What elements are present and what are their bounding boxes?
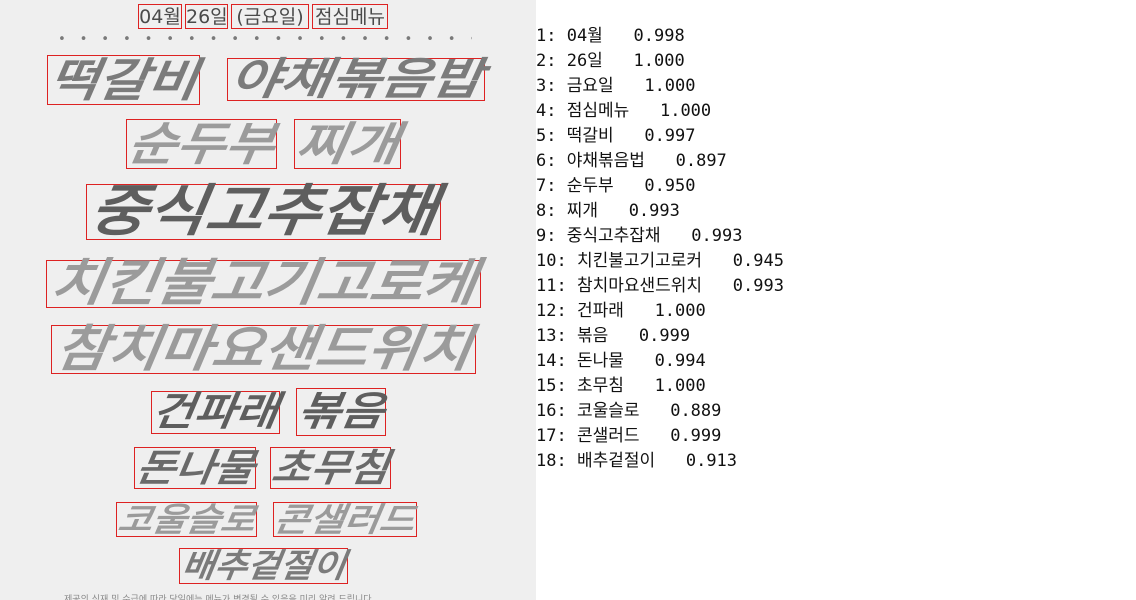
menu-word-13: 콘샐러드 <box>272 500 418 539</box>
poster-header: 04월 26일 (금요일) 점심메뉴 <box>0 4 536 32</box>
dotted-divider: • • • • • • • • • • • • • • • • • • • • … <box>58 32 472 44</box>
header-month: 04월 <box>138 4 182 29</box>
ocr-results-list: 1: 04월 0.998 2: 26일 1.000 3: 금요일 1.000 4: 점… <box>536 24 1136 474</box>
result-line: 11: 참치마요샌드위치 0.993 <box>536 276 784 296</box>
menu-poster-image: 04월 26일 (금요일) 점심메뉴 • • • • • • • • • • •… <box>0 0 536 600</box>
result-line: 4: 점심메뉴 1.000 <box>536 101 712 121</box>
result-line: 17: 콘샐러드 0.999 <box>536 426 722 446</box>
result-line: 14: 돈나물 0.994 <box>536 351 706 371</box>
menu-word-11: 초무침 <box>269 446 392 490</box>
menu-word-12: 코울슬로 <box>115 500 258 539</box>
header-weekday: (금요일) <box>231 4 309 29</box>
result-line: 8: 찌개 0.993 <box>536 201 680 221</box>
menu-word-9: 볶음 <box>294 388 388 436</box>
result-line: 16: 코울슬로 0.889 <box>536 401 722 421</box>
menu-word-6: 치킨불고기고로케 <box>46 254 481 313</box>
result-line: 9: 중식고추잡채 0.993 <box>536 226 743 246</box>
result-line: 7: 순두부 0.950 <box>536 176 696 196</box>
menu-word-7: 참치마요샌드위치 <box>51 320 476 378</box>
result-line: 6: 야채볶음법 0.897 <box>536 151 727 171</box>
menu-word-8: 건파래 <box>149 389 282 435</box>
result-line: 1: 04월 0.998 <box>536 26 685 46</box>
header-title: 점심메뉴 <box>312 4 388 29</box>
menu-word-10: 돈나물 <box>133 446 257 490</box>
result-line: 10: 치킨불고기고로커 0.945 <box>536 251 784 271</box>
menu-word-4: 찌개 <box>292 117 403 171</box>
menu-word-3: 순두부 <box>124 117 279 171</box>
result-line: 12: 건파래 1.000 <box>536 301 706 321</box>
menu-word-1: 떡갈비 <box>45 53 202 107</box>
result-line: 2: 26일 1.000 <box>536 51 685 71</box>
menu-word-14: 배추겉절이 <box>179 546 349 585</box>
poster-footer-note: 제공의 식재 및 수급에 따라 당일에는 메뉴가 변경될 수 있음을 미리 알려… <box>64 595 372 600</box>
header-day: 26일 <box>185 4 228 29</box>
menu-word-5: 중식고추잡채 <box>85 179 442 244</box>
result-line: 15: 초무침 1.000 <box>536 376 706 396</box>
menu-word-2: 야채볶음밥 <box>226 54 486 105</box>
result-line: 18: 배추겉절이 0.913 <box>536 451 738 471</box>
result-line: 13: 볶음 0.999 <box>536 326 691 346</box>
result-line: 3: 금요일 1.000 <box>536 76 696 96</box>
result-line: 5: 떡갈비 0.997 <box>536 126 696 146</box>
